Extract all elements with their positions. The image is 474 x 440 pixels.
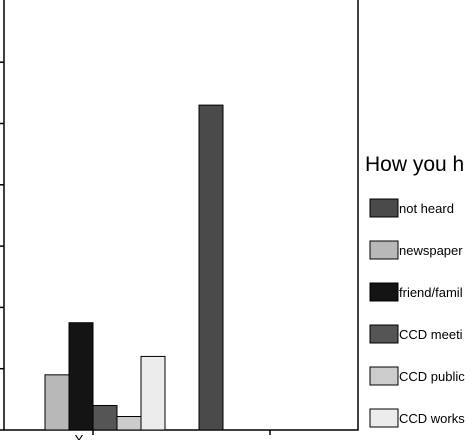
legend-swatch (369, 282, 399, 302)
x-tick-label: Y (75, 432, 84, 440)
bar-friend-famil (68, 322, 94, 431)
bar-ccd-public (116, 416, 142, 431)
legend-label: newspaper (399, 243, 463, 258)
legend-swatch (369, 198, 399, 218)
legend-swatch (369, 324, 399, 344)
legend-label: not heard (399, 201, 454, 216)
bar-not-heard (198, 104, 224, 431)
legend-swatch (369, 240, 399, 260)
legend-label: friend/famil (399, 285, 463, 300)
legend-label: CCD works (399, 411, 465, 426)
legend-label: CCD public (399, 369, 465, 384)
legend-label: CCD meeti (399, 327, 463, 342)
bar-ccd-meeti (92, 404, 118, 431)
legend-swatch (369, 366, 399, 386)
plot-frame (3, 0, 359, 431)
legend-title: How you h (365, 153, 464, 176)
bar-newspaper (44, 374, 70, 431)
bar-ccd-works (140, 355, 166, 431)
legend-swatch (369, 408, 399, 428)
